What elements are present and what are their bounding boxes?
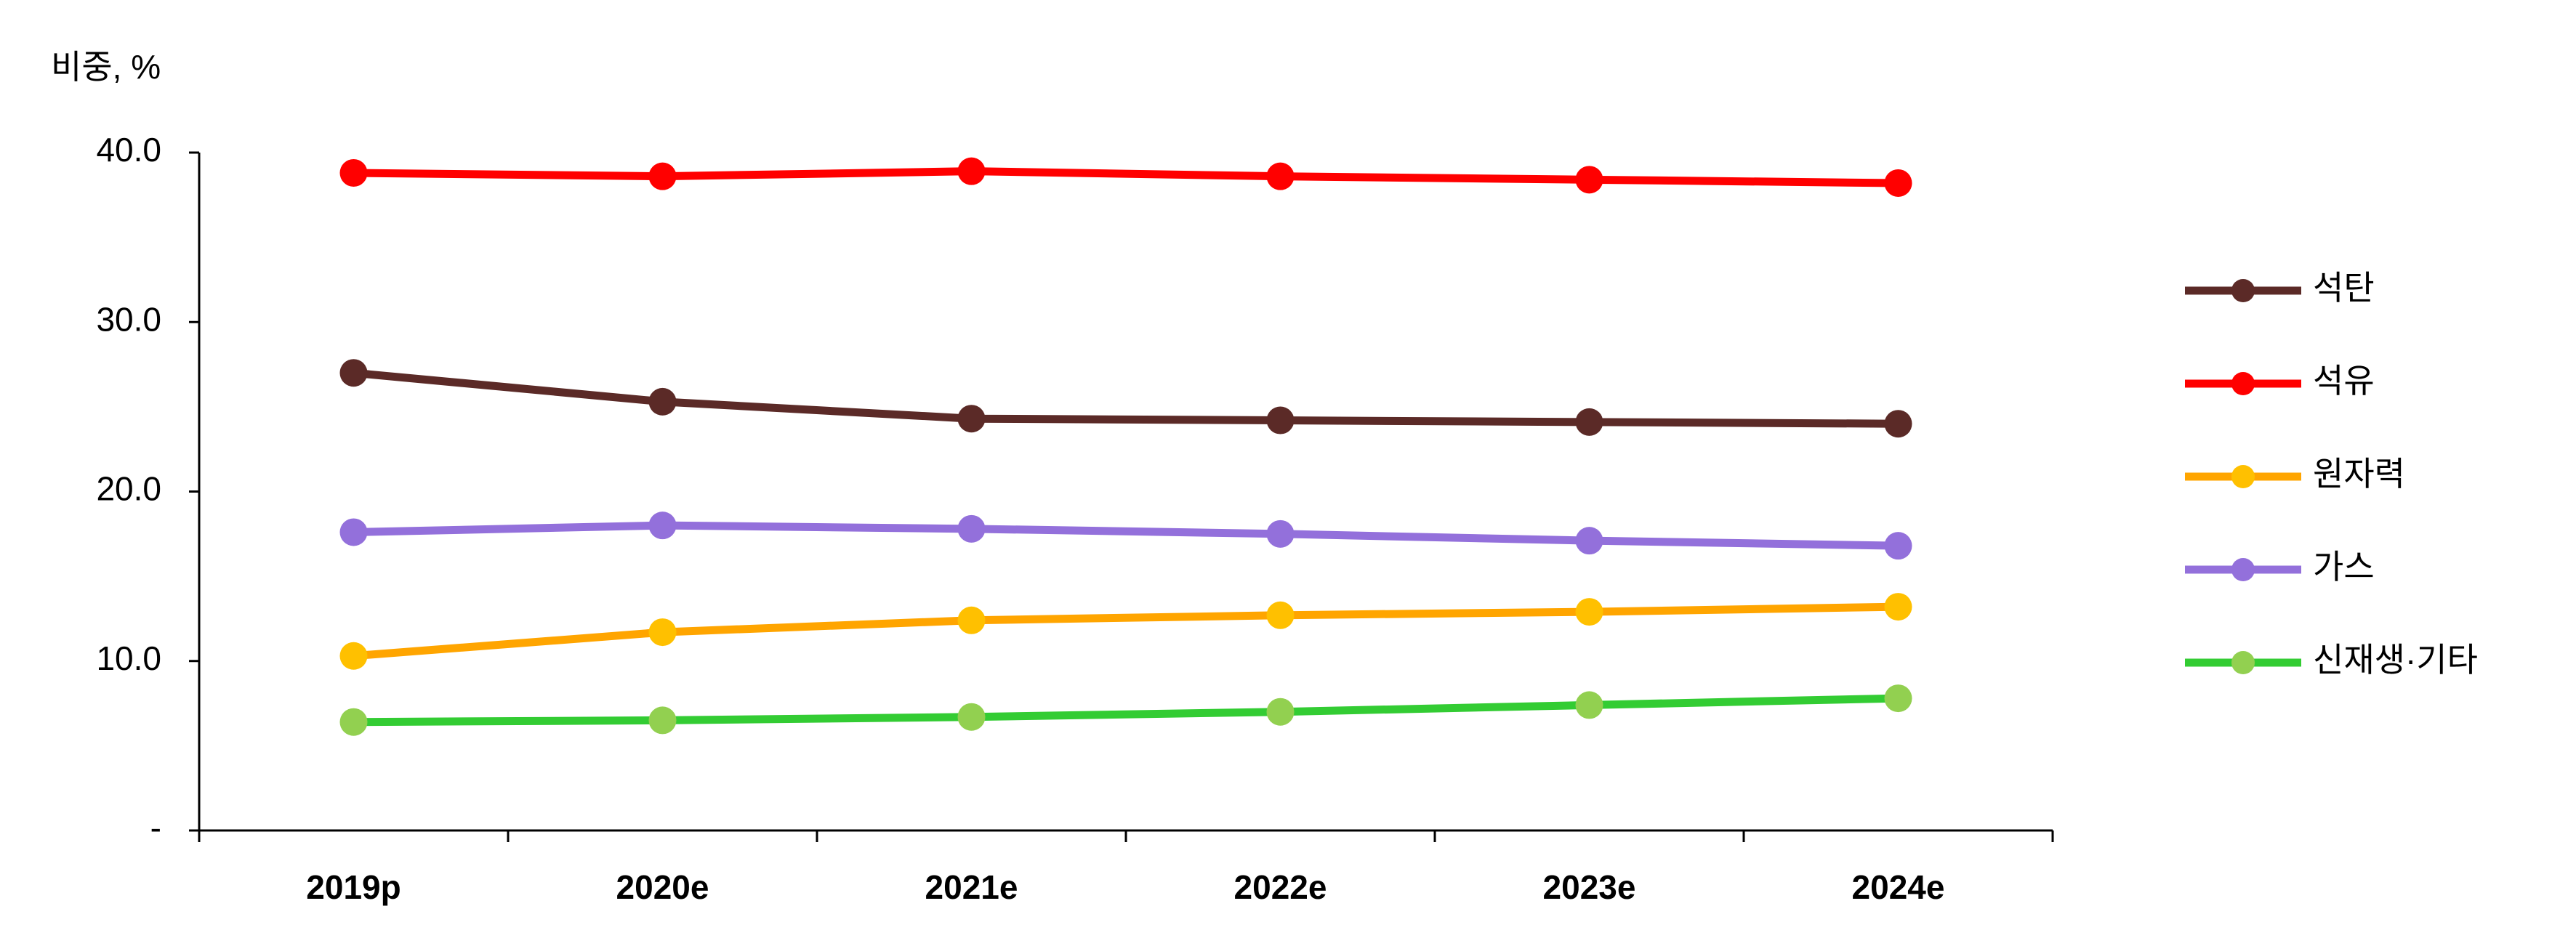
y-tick-label: 10.0: [96, 639, 161, 677]
data-point: [648, 162, 677, 190]
data-point: [957, 606, 986, 634]
data-point: [1575, 166, 1603, 194]
y-tick-label: 30.0: [96, 300, 161, 338]
legend-label: 원자력: [2313, 455, 2405, 493]
data-point: [957, 514, 986, 543]
y-tick-label: 40.0: [96, 131, 161, 169]
y-axis-label: 비중, %: [51, 48, 161, 86]
data-point: [957, 157, 986, 185]
series-line: [353, 602, 1899, 660]
data-point: [957, 703, 986, 731]
data-point: [648, 512, 677, 540]
data-point: [339, 642, 368, 670]
data-point: [339, 158, 368, 187]
y-tick-label: 20.0: [96, 470, 161, 508]
data-point: [1575, 598, 1603, 626]
data-point: [1884, 684, 1912, 713]
data-point: [339, 708, 368, 736]
data-point: [1266, 601, 1295, 629]
data-point: [339, 359, 368, 387]
legend-label: 신재생·기타: [2313, 641, 2478, 679]
legend-marker: [2231, 279, 2255, 302]
data-point: [1884, 410, 1912, 438]
series-line: [353, 521, 1899, 550]
data-point: [648, 706, 677, 735]
data-point: [648, 387, 677, 416]
series-line: [353, 167, 1899, 187]
legend-label: 석탄: [2313, 269, 2375, 307]
data-point: [1575, 527, 1603, 555]
data-point: [1884, 532, 1912, 560]
data-point: [648, 618, 677, 647]
data-point: [1266, 698, 1295, 726]
x-tick-label: 2023e: [1543, 868, 1636, 906]
legend-label: 가스: [2313, 548, 2375, 586]
x-tick-label: 2020e: [616, 868, 709, 906]
legend-marker: [2231, 558, 2255, 581]
series-line: [353, 694, 1899, 727]
x-tick-label: 2021e: [925, 868, 1018, 906]
data-point: [339, 518, 368, 546]
y-tick-label: -: [150, 809, 161, 846]
data-point: [1266, 406, 1295, 434]
legend-marker: [2231, 465, 2255, 488]
legend-label: 석유: [2313, 362, 2375, 400]
series-line: [353, 368, 1899, 428]
x-tick-label: 2022e: [1234, 868, 1327, 906]
data-point: [1884, 169, 1912, 197]
data-point: [957, 405, 986, 433]
data-point: [1266, 520, 1295, 548]
data-point: [1266, 162, 1295, 190]
x-tick-label: 2019p: [306, 868, 401, 906]
data-point: [1884, 593, 1912, 621]
legend-marker: [2231, 372, 2255, 395]
data-point: [1575, 408, 1603, 436]
data-point: [1575, 691, 1603, 719]
legend-marker: [2231, 651, 2255, 674]
x-tick-label: 2024e: [1852, 868, 1945, 906]
